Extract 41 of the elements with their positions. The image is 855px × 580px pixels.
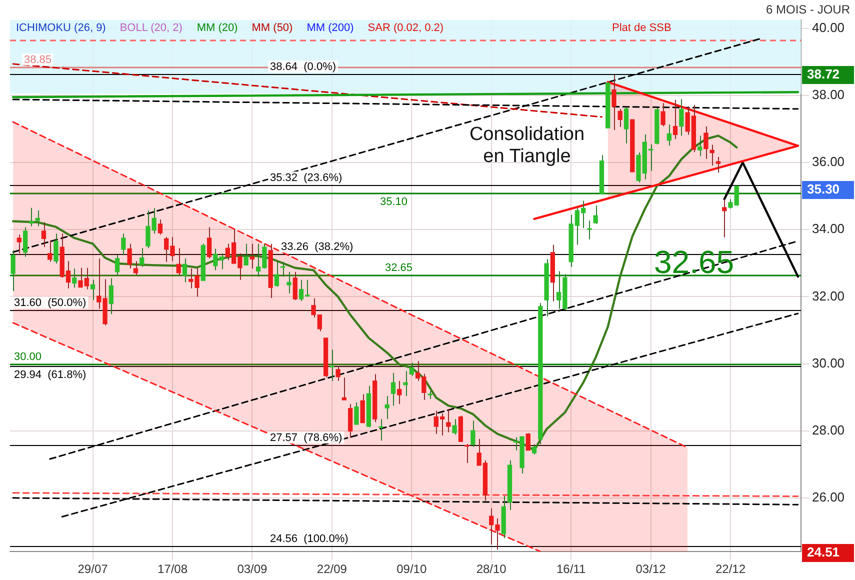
y-tick-label: 28.00 — [812, 422, 845, 438]
text: 38.72 — [807, 66, 840, 82]
text: 6 MOIS - JOUR — [766, 2, 850, 16]
y-tick-label: 40.00 — [812, 20, 845, 35]
x-tick-label: 22/09 — [316, 562, 348, 576]
ref-line-label: 30.00 — [14, 351, 42, 364]
ref-line-label: 33.26 (38.2%) — [281, 241, 354, 254]
annotation: 32.65 — [654, 244, 734, 280]
ref-line-label: 31.60 (50.0%) — [14, 297, 86, 310]
x-tick-label: 03/12 — [636, 562, 666, 576]
y-tick-label: 26.00 — [812, 490, 845, 505]
annotation: Consolidation en Tiangle — [469, 124, 585, 168]
annotation: BOLL (20, 2) — [120, 22, 182, 34]
ref-line-label: 27.57 (78.6%) — [270, 432, 342, 444]
annotation: MM (20) — [196, 22, 238, 34]
ref-line-label: 38.85 — [24, 54, 52, 66]
annotation: MM (200) — [306, 22, 354, 34]
x-tick-label: 28/10 — [476, 562, 507, 576]
x-tick-label: 16/11 — [556, 562, 586, 576]
y-tick-label: 36.00 — [812, 154, 845, 170]
y-tick-label: 32.00 — [812, 288, 845, 304]
text: 24.51 — [807, 544, 840, 560]
y-tick-label: 38.00 — [812, 87, 845, 102]
x-tick-label: 09/10 — [396, 562, 427, 576]
x-tick-label: 22/12 — [715, 562, 746, 576]
ref-line-label: 35.10 — [380, 196, 408, 208]
annotation: ICHIMOKU (26, 9) — [16, 22, 106, 34]
ref-line-label: 29.94 (61.8%) — [14, 369, 86, 382]
ref-line-label: 24.56 (100.0%) — [270, 533, 348, 546]
x-tick-label: 03/09 — [237, 562, 268, 576]
text: 35.30 — [807, 182, 840, 197]
annotation: SAR (0.02, 0.2) — [368, 22, 444, 34]
x-tick-label: 17/08 — [157, 562, 188, 576]
y-tick-label: 30.00 — [812, 355, 845, 370]
ref-line-label: 35.32 (23.6%) — [270, 172, 342, 184]
annotation: MM (50) — [252, 22, 293, 34]
y-tick-label: 34.00 — [812, 221, 845, 236]
ref-line-label: 32.65 — [385, 262, 413, 274]
x-tick-label: 29/07 — [78, 562, 108, 576]
annotation: Plat de SSB — [612, 22, 672, 34]
ref-line-label: 38.64 (0.0%) — [270, 61, 336, 74]
